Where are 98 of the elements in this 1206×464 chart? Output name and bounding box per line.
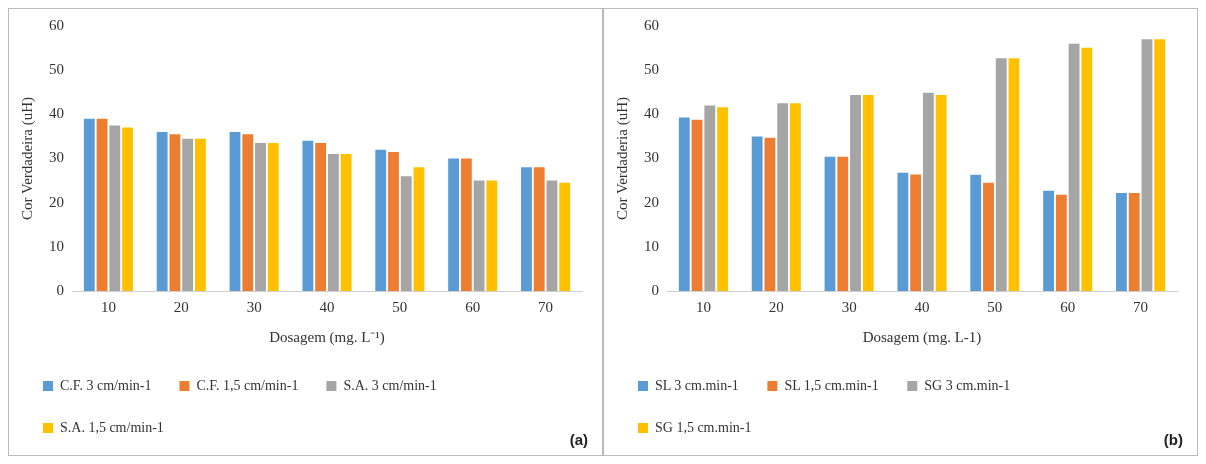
legend-label: C.F. 1,5 cm/min-1 — [196, 377, 299, 393]
x-tick-label: 40 — [914, 298, 930, 315]
bar — [995, 58, 1007, 291]
bar — [340, 154, 352, 291]
y-tick-label: 40 — [49, 105, 64, 122]
y-tick-label: 50 — [644, 61, 659, 78]
y-tick-label: 0 — [651, 281, 659, 298]
x-tick-label: 10 — [100, 298, 116, 315]
bar — [1128, 192, 1140, 291]
x-tick-label: 60 — [465, 298, 481, 315]
bar — [1068, 43, 1080, 291]
y-tick-label: 0 — [56, 281, 64, 298]
bar — [83, 118, 95, 291]
bar — [315, 143, 327, 291]
bar — [1008, 58, 1020, 291]
bar — [448, 158, 460, 291]
bar — [678, 117, 690, 291]
x-tick-label: 50 — [392, 298, 408, 315]
bar — [194, 138, 206, 291]
bar — [255, 143, 266, 291]
bar — [777, 103, 789, 291]
y-axis-title: Cor Verdadeira (uH) — [18, 96, 36, 221]
bar — [521, 167, 532, 291]
x-axis-title: Dosagem (mg. L-1) — [862, 328, 982, 346]
x-tick-label: 70 — [538, 298, 554, 315]
bar — [413, 167, 425, 291]
y-tick-label: 60 — [644, 16, 659, 33]
bar — [122, 127, 133, 291]
x-tick-label: 70 — [1133, 298, 1149, 315]
bar — [1055, 194, 1067, 291]
bar — [970, 174, 982, 291]
bar — [400, 176, 412, 291]
bar — [546, 180, 558, 291]
bar — [850, 94, 861, 291]
bar — [169, 134, 181, 291]
x-tick-label: 30 — [246, 298, 262, 315]
bar — [460, 158, 472, 291]
y-tick-label: 60 — [49, 16, 64, 33]
x-tick-label: 30 — [841, 298, 857, 315]
bar — [533, 167, 545, 291]
legend-label: SL 3 cm.min-1 — [655, 377, 739, 393]
y-tick-label: 20 — [644, 193, 659, 210]
bar — [473, 180, 485, 291]
bar — [1081, 47, 1093, 291]
bar — [559, 182, 571, 291]
text: (b) — [1163, 431, 1183, 449]
y-tick-label: 40 — [644, 105, 659, 122]
bar — [156, 132, 168, 291]
x-tick-label: 20 — [173, 298, 189, 315]
legend-label: S.A. 3 cm/min-1 — [343, 377, 437, 393]
y-tick-label: 10 — [49, 237, 64, 254]
bar — [1116, 192, 1127, 291]
bar — [910, 174, 922, 291]
x-tick-label: 40 — [319, 298, 335, 315]
bar — [983, 182, 994, 291]
bar — [96, 118, 108, 291]
bar — [229, 132, 241, 291]
bar — [1141, 39, 1153, 291]
bar — [691, 119, 703, 291]
bar — [327, 154, 339, 291]
bar — [862, 94, 874, 291]
legend-label: SG 1,5 cm.min-1 — [655, 419, 752, 435]
bar — [109, 125, 121, 291]
bar — [1043, 190, 1055, 291]
bar — [388, 151, 399, 291]
bar — [922, 92, 934, 291]
legend-label: SG 3 cm.min-1 — [924, 377, 1011, 393]
legend-label: S.A. 1,5 cm/min-1 — [60, 419, 164, 435]
y-tick-label: 10 — [644, 237, 659, 254]
bar — [717, 107, 728, 291]
legend-label: C.F. 3 cm/min-1 — [60, 377, 152, 393]
x-tick-label: 10 — [695, 298, 711, 315]
x-axis-title: Dosagem (mg. L⁻¹) — [269, 328, 385, 346]
bar — [486, 180, 498, 291]
y-tick-label: 50 — [49, 61, 64, 78]
bar — [704, 105, 716, 291]
bar — [1154, 39, 1166, 291]
y-tick-label: 30 — [49, 149, 64, 166]
bar — [824, 156, 836, 291]
y-axis-title: Cor Verdaderia (uH) — [613, 96, 631, 221]
y-tick-label: 30 — [644, 149, 659, 166]
bar — [789, 103, 801, 291]
bar — [751, 136, 763, 291]
bar — [897, 172, 909, 291]
bar — [375, 149, 387, 291]
bar — [935, 94, 947, 291]
y-tick-label: 20 — [49, 193, 64, 210]
x-tick-label: 20 — [768, 298, 784, 315]
bar — [764, 137, 776, 291]
bar — [242, 134, 254, 291]
bar — [182, 138, 194, 291]
legend-label: SL 1,5 cm.min-1 — [784, 377, 879, 393]
x-tick-label: 50 — [987, 298, 1003, 315]
text: (a) — [569, 431, 588, 449]
bar — [267, 143, 279, 291]
bar — [302, 140, 314, 291]
bar — [837, 156, 849, 291]
x-tick-label: 60 — [1060, 298, 1076, 315]
